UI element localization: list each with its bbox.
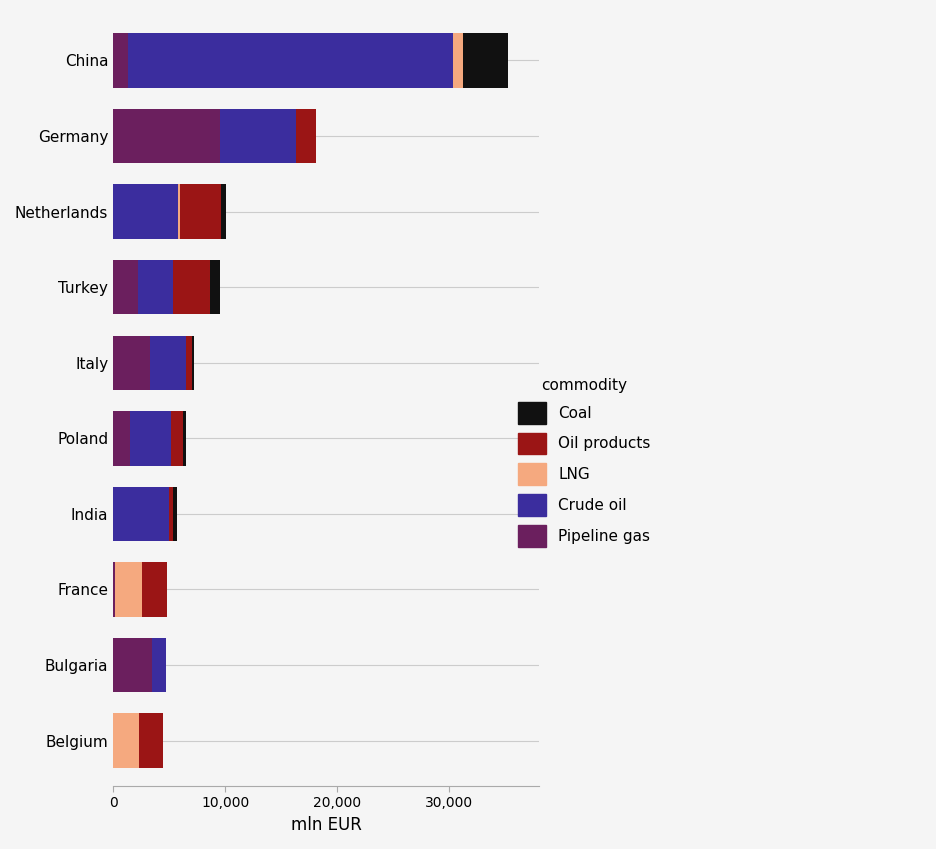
Bar — [171, 411, 183, 465]
Bar — [113, 713, 139, 767]
Bar — [113, 335, 150, 390]
Bar — [452, 33, 462, 87]
Bar — [130, 411, 171, 465]
Bar — [150, 335, 186, 390]
Bar — [113, 562, 115, 616]
Bar — [153, 638, 166, 692]
Bar — [127, 33, 452, 87]
Bar — [113, 33, 127, 87]
Bar — [113, 109, 219, 163]
Bar — [173, 486, 177, 541]
Bar — [113, 184, 178, 239]
Bar — [183, 411, 186, 465]
Bar — [172, 260, 210, 314]
Bar — [178, 184, 181, 239]
Bar — [181, 184, 221, 239]
Bar — [219, 109, 296, 163]
Bar — [113, 260, 138, 314]
Bar — [113, 411, 130, 465]
Bar — [138, 260, 172, 314]
Bar — [186, 335, 192, 390]
Bar — [296, 109, 315, 163]
Bar — [192, 335, 194, 390]
Bar — [142, 562, 167, 616]
Bar — [113, 638, 153, 692]
Bar — [113, 486, 169, 541]
Bar — [169, 486, 173, 541]
Bar — [115, 562, 142, 616]
Bar — [221, 184, 227, 239]
Bar — [139, 713, 162, 767]
Bar — [462, 33, 507, 87]
Legend: Coal, Oil products, LNG, Crude oil, Pipeline gas: Coal, Oil products, LNG, Crude oil, Pipe… — [518, 378, 650, 547]
Bar — [210, 260, 219, 314]
X-axis label: mln EUR: mln EUR — [290, 816, 361, 834]
